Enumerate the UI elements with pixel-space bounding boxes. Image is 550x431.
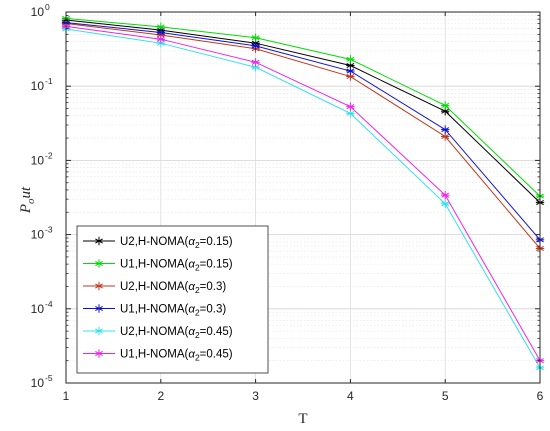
legend-label-suffix: =0.45) xyxy=(200,326,233,338)
series-4-point xyxy=(346,66,355,76)
legend-label-suffix: =0.45) xyxy=(200,349,233,361)
series-2-point xyxy=(251,33,260,42)
plot-frame xyxy=(65,11,541,384)
legend-label-alpha-sub: 2 xyxy=(195,353,200,363)
legend: U2,H-NOMA(α2=0.15)U1,H-NOMA(α2=0.15)U2,H… xyxy=(76,225,269,374)
legend-label-prefix: U2,H-NOMA( xyxy=(120,326,189,338)
y-tick-label: 10 xyxy=(31,228,45,242)
y-tick-label-exponent: -4 xyxy=(45,299,53,309)
legend-box xyxy=(76,225,269,374)
legend-label: U1,H-NOMA(α2=0.3) xyxy=(120,304,226,318)
y-tick-label-base: 10 xyxy=(31,228,45,242)
legend-marker xyxy=(94,349,104,358)
legend-label-alpha-sub: 2 xyxy=(195,285,200,295)
y-tick-label: 10 xyxy=(31,376,45,390)
legend-marker xyxy=(94,304,104,313)
legend-label: U2,H-NOMA(α2=0.3) xyxy=(120,281,226,295)
series-6-point xyxy=(346,102,355,111)
series-6-point xyxy=(156,34,165,44)
x-tick-label: 6 xyxy=(537,389,544,403)
legend-label: U1,H-NOMA(α2=0.15) xyxy=(120,259,233,273)
legend-label-suffix: =0.15) xyxy=(200,236,233,248)
y-axis-label: Pout xyxy=(18,186,37,214)
legend-marker xyxy=(94,281,104,291)
legend-label: U1,H-NOMA(α2=0.45) xyxy=(120,349,233,363)
y-tick-label: 10 xyxy=(31,79,45,93)
series-3-point xyxy=(346,72,355,81)
y-tick-label-exponent: -5 xyxy=(45,373,53,383)
legend-label-suffix: =0.3) xyxy=(200,304,227,316)
series-2-point xyxy=(441,101,450,110)
series-line-5 xyxy=(65,28,541,369)
series-line-3 xyxy=(65,22,541,249)
series-line-2 xyxy=(65,17,541,197)
x-tick-label: 1 xyxy=(63,389,70,403)
legend-entry-6: U1,H-NOMA(α2=0.45) xyxy=(83,349,233,363)
legend-label-alpha-sub: 2 xyxy=(195,308,200,318)
legend-label-prefix: U1,H-NOMA( xyxy=(120,259,189,271)
legend-entry-2: U1,H-NOMA(α2=0.15) xyxy=(83,259,233,273)
legend-label: U2,H-NOMA(α2=0.45) xyxy=(120,326,233,340)
y-axis-label-sub: o xyxy=(25,198,37,204)
legend-label-suffix: =0.15) xyxy=(200,259,233,271)
x-tick-label: 3 xyxy=(252,389,259,403)
legend-label-prefix: U2,H-NOMA( xyxy=(120,236,189,248)
legend-label-alpha-sub: 2 xyxy=(195,263,200,273)
series-line-1 xyxy=(65,19,541,203)
y-tick-label-base: 10 xyxy=(31,79,45,93)
series-5-point xyxy=(441,199,450,209)
legend-label-prefix: U1,H-NOMA( xyxy=(120,304,189,316)
y-tick-label-base: 10 xyxy=(31,153,45,167)
y-tick-label-base: 10 xyxy=(31,302,45,316)
legend-label-alpha: α xyxy=(188,326,195,338)
legend-label-suffix: =0.3) xyxy=(200,281,227,293)
legend-marker xyxy=(94,236,104,246)
y-axis-label-rest: ut xyxy=(18,186,34,199)
legend-label-alpha-sub: 2 xyxy=(195,330,200,340)
legend-label-prefix: U2,H-NOMA( xyxy=(120,281,189,293)
x-axis-label: T xyxy=(298,411,307,427)
y-tick-label-exponent: 0 xyxy=(45,2,50,12)
legend-entry-3: U2,H-NOMA(α2=0.3) xyxy=(83,281,226,295)
series-2-point xyxy=(346,55,355,64)
series-4-point xyxy=(251,41,260,51)
y-axis-label-base: P xyxy=(18,204,34,214)
y-tick-label-exponent: -2 xyxy=(45,150,53,160)
y-tick-label-base: 10 xyxy=(31,5,45,19)
y-tick-label-exponent: -1 xyxy=(45,76,53,86)
legend-label-alpha: α xyxy=(188,349,195,361)
x-tick-label: 5 xyxy=(442,389,449,403)
legend-label-alpha-sub: 2 xyxy=(195,240,200,250)
legend-entry-1: U2,H-NOMA(α2=0.15) xyxy=(83,236,233,250)
series-6-point xyxy=(441,190,450,200)
y-tick-label-exponent: -3 xyxy=(45,225,53,235)
series-4-point xyxy=(441,125,450,134)
series-6-point xyxy=(251,58,260,67)
legend-label-alpha: α xyxy=(188,281,195,293)
legend-label-alpha: α xyxy=(188,259,195,271)
legend-label: U2,H-NOMA(α2=0.15) xyxy=(120,236,233,250)
y-tick-label: 10 xyxy=(31,153,45,167)
legend-marker xyxy=(94,326,104,336)
legend-entry-4: U1,H-NOMA(α2=0.3) xyxy=(83,304,226,318)
legend-label-alpha: α xyxy=(188,304,195,316)
x-tick-label: 2 xyxy=(157,389,164,403)
series-line-6 xyxy=(65,25,541,361)
y-tick-label: 10 xyxy=(31,5,45,19)
series-line-4 xyxy=(65,22,541,241)
legend-label-prefix: U1,H-NOMA( xyxy=(120,349,189,361)
y-tick-label: 10 xyxy=(31,302,45,316)
y-tick-label-base: 10 xyxy=(31,376,45,390)
x-tick-label: 4 xyxy=(347,389,354,403)
legend-label-alpha: α xyxy=(188,236,195,248)
legend-entry-5: U2,H-NOMA(α2=0.45) xyxy=(83,326,233,340)
legend-marker xyxy=(94,259,104,268)
